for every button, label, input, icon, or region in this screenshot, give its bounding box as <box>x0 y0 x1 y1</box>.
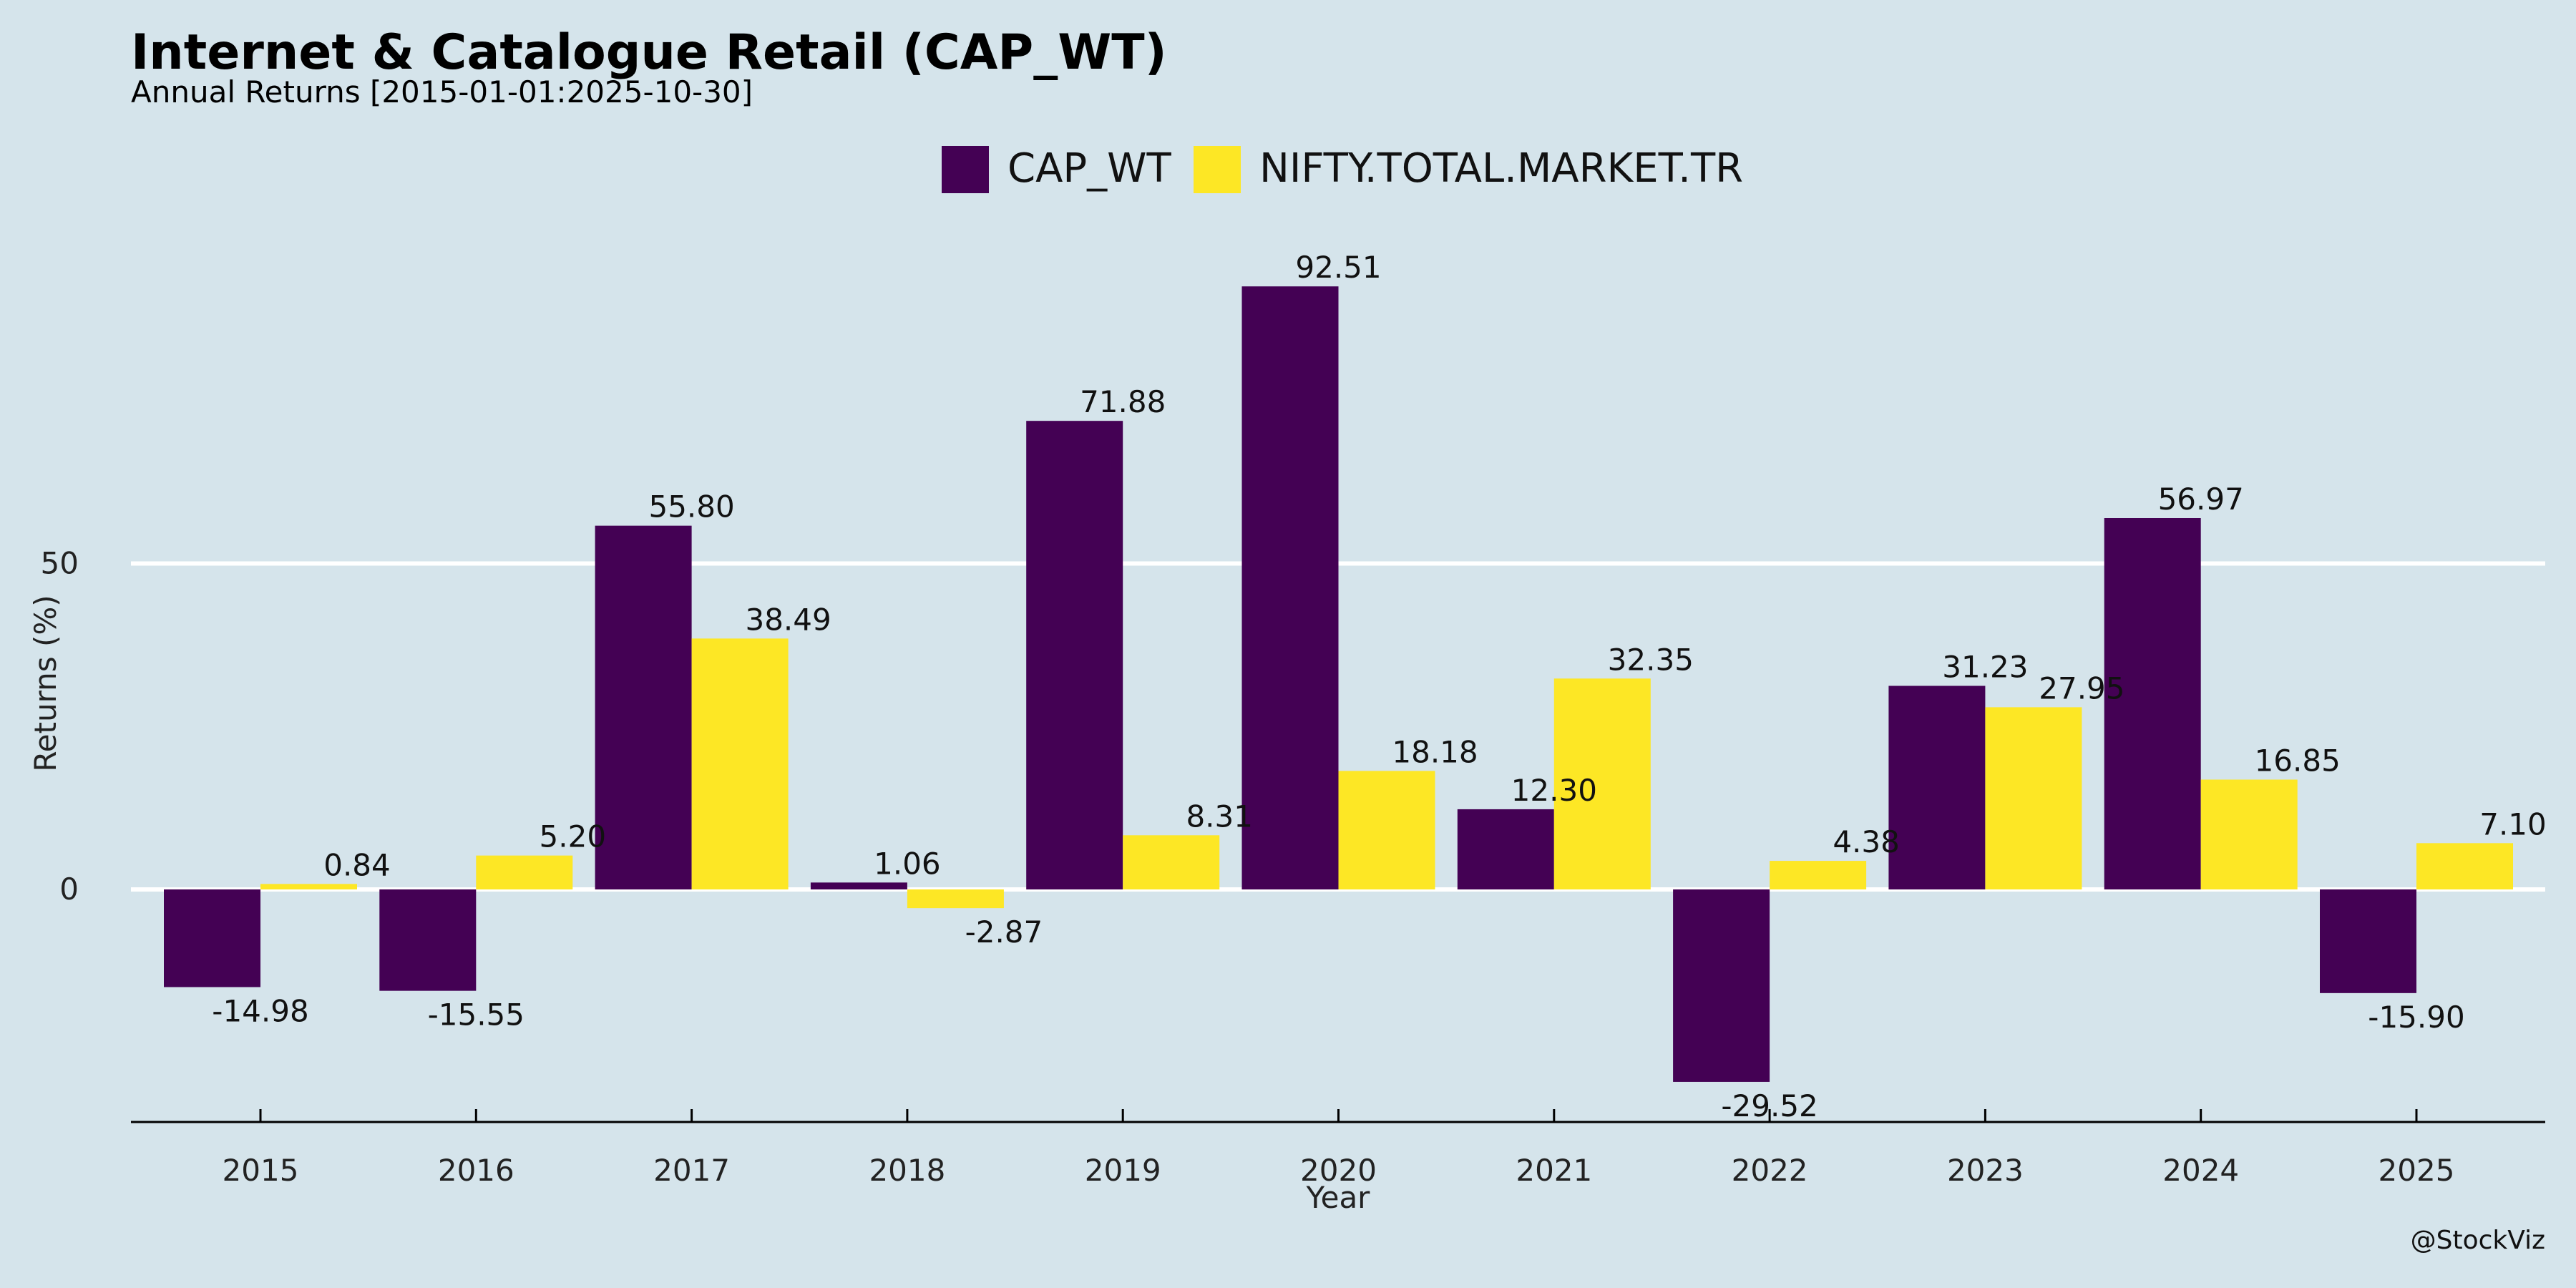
x-tick-label: 2018 <box>869 1153 945 1188</box>
data-label: 1.06 <box>874 846 941 881</box>
data-label: 16.85 <box>2255 743 2341 778</box>
bar-cap-wt-2025 <box>2320 889 2416 993</box>
data-label: 38.49 <box>745 602 831 637</box>
bar-cap-wt-2023 <box>1888 686 1986 889</box>
y-axis-label: Returns (%) <box>28 595 63 771</box>
data-label: 5.20 <box>540 819 607 854</box>
data-label: -15.55 <box>428 997 525 1033</box>
data-label: 27.95 <box>2039 670 2124 706</box>
x-tick-label: 2024 <box>2162 1153 2239 1188</box>
data-label: 32.35 <box>1608 642 1694 677</box>
data-label: 56.97 <box>2158 482 2244 517</box>
legend: CAP_WT NIFTY.TOTAL.MARKET.TR <box>942 145 1743 193</box>
bar-nifty-2019 <box>1123 835 1220 889</box>
x-axis-label: Year <box>1306 1180 1371 1215</box>
bar-cap-wt-2024 <box>2104 518 2201 889</box>
x-tick-label: 2015 <box>223 1153 299 1188</box>
x-tick-label: 2019 <box>1085 1153 1161 1188</box>
data-label: 55.80 <box>648 489 734 525</box>
x-tick-label: 2022 <box>1732 1153 1808 1188</box>
bar-cap-wt-2020 <box>1241 286 1339 889</box>
data-label: 4.38 <box>1833 824 1900 859</box>
legend-label: CAP_WT <box>1008 145 1172 192</box>
bar-cap-wt-2016 <box>379 889 477 991</box>
data-label: 12.30 <box>1511 773 1597 808</box>
bar-nifty-2018 <box>907 889 1004 909</box>
bar-nifty-2016 <box>476 855 573 889</box>
data-label: -14.98 <box>212 993 308 1028</box>
data-label: 7.10 <box>2479 806 2547 841</box>
x-tick-label: 2023 <box>1947 1153 2024 1188</box>
bar-nifty-2021 <box>1553 678 1651 889</box>
bar-nifty-2015 <box>260 884 357 889</box>
bar-cap-wt-2019 <box>1026 421 1123 889</box>
data-label: 92.51 <box>1295 250 1381 285</box>
bar-nifty-2020 <box>1338 771 1435 889</box>
legend-label: NIFTY.TOTAL.MARKET.TR <box>1259 145 1743 192</box>
data-label: -15.90 <box>2368 1000 2464 1035</box>
x-tick-label: 2017 <box>653 1153 730 1188</box>
x-tick-label: 2016 <box>438 1153 514 1188</box>
bar-cap-wt-2022 <box>1673 889 1770 1082</box>
bar-cap-wt-2018 <box>810 882 907 889</box>
x-tick-label: 2020 <box>1300 1153 1377 1188</box>
y-axis-ticks: 0 50 <box>41 546 79 907</box>
bar-nifty-2024 <box>2200 779 2298 889</box>
legend-swatch <box>1194 146 1241 193</box>
bar-cap-wt-2017 <box>595 525 692 889</box>
bar-nifty-2025 <box>2416 843 2513 889</box>
bar-nifty-2017 <box>691 638 789 889</box>
legend-swatch <box>942 146 989 193</box>
bar-nifty-2023 <box>1985 707 2082 889</box>
chart-subtitle: Annual Returns [2015-01-01:2025-10-30] <box>131 74 753 109</box>
watermark: @StockViz <box>2411 1226 2545 1255</box>
bar-nifty-2022 <box>1770 861 1867 889</box>
data-label: -2.87 <box>965 914 1043 950</box>
y-tick-label: 0 <box>59 872 79 907</box>
bars <box>164 286 2513 1082</box>
data-label: 18.18 <box>1392 734 1478 769</box>
x-tick-label: 2021 <box>1516 1153 1592 1188</box>
data-label: 71.88 <box>1080 384 1166 419</box>
x-axis-ticks: 2015 2016 2017 2018 2019 2020 2021 2022 2023 2024… <box>223 1109 2455 1188</box>
bar-cap-wt-2015 <box>164 889 260 987</box>
x-tick-label: 2025 <box>2379 1153 2455 1188</box>
data-label: 8.31 <box>1186 799 1253 834</box>
bar-cap-wt-2021 <box>1457 809 1554 889</box>
bar-labels: -14.98 -15.5555.801.0671.8892.5112.30-29.… <box>212 250 2546 1123</box>
data-label: 31.23 <box>1942 649 2028 684</box>
chart-title: Internet & Catalogue Retail (CAP_WT) <box>131 24 1167 81</box>
data-label: 0.84 <box>323 847 391 882</box>
y-tick-label: 50 <box>41 546 79 581</box>
